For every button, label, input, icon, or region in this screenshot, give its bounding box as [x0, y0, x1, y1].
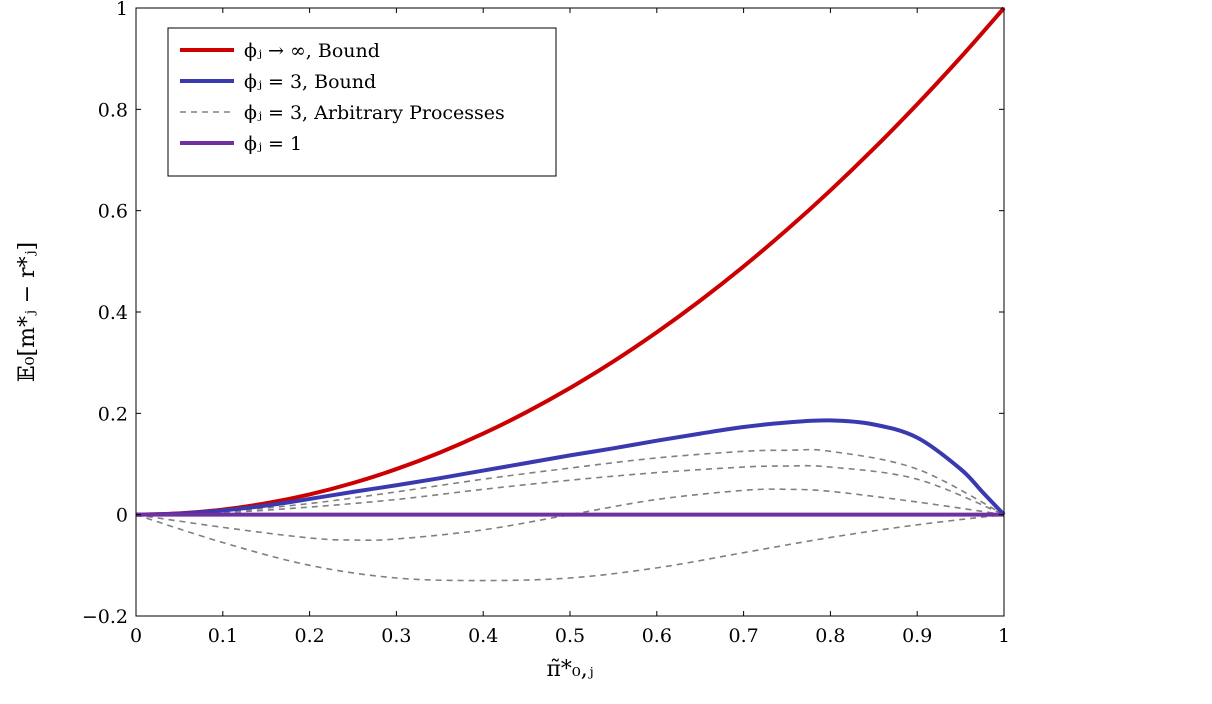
x-tick-label: 0.8 [815, 625, 845, 647]
x-tick-label: 0.3 [381, 625, 411, 647]
series-line-2 [135, 448, 1005, 516]
x-axis-title: π̃*₀,ⱼ [546, 657, 593, 682]
y-tick-label: 0.8 [98, 99, 128, 121]
y-tick-label: 0 [116, 505, 128, 527]
x-tick-label: 0.5 [555, 625, 585, 647]
y-tick-label: 0.6 [98, 201, 128, 223]
x-tick-label: 0.9 [902, 625, 932, 647]
plot-area [135, 6, 1006, 582]
series-line-1 [135, 418, 1006, 517]
x-tick-label: 0.1 [208, 625, 238, 647]
x-tick-label: 0.2 [294, 625, 324, 647]
y-tick-label: 0.2 [98, 403, 128, 425]
axis-ticks: 0 0.1 0.2 0.3 0.4 0.5 0.6 0.7 0.8 0.9 1−0.200.20.4… [82, 0, 1010, 647]
legend: ϕⱼ → ∞, Bound ϕⱼ = 3, Bound ϕⱼ = 3, Arbitr… [167, 27, 557, 177]
legend-label: ϕⱼ = 3, Arbitrary Processes [244, 102, 505, 124]
legend-label: ϕⱼ = 3, Bound [244, 71, 376, 93]
x-tick-label: 0.4 [468, 625, 498, 647]
x-tick-label: 0 [130, 625, 142, 647]
y-tick-label: −0.2 [82, 606, 128, 628]
x-tick-label: 1 [998, 625, 1010, 647]
legend-label: ϕⱼ → ∞, Bound [244, 40, 380, 62]
legend-label: ϕⱼ = 1 [244, 133, 302, 155]
series-line-5 [135, 513, 1005, 582]
y-tick-label: 0.4 [98, 302, 128, 324]
y-tick-label: 1 [116, 0, 128, 20]
x-tick-label: 0.7 [728, 625, 758, 647]
x-tick-label: 0.6 [642, 625, 672, 647]
legend-box [167, 27, 557, 177]
y-axis-title: 𝔼₀[m*ⱼ − r*ⱼ] [15, 242, 40, 382]
series-line-0 [135, 6, 1006, 517]
series-line-3 [135, 464, 1005, 516]
